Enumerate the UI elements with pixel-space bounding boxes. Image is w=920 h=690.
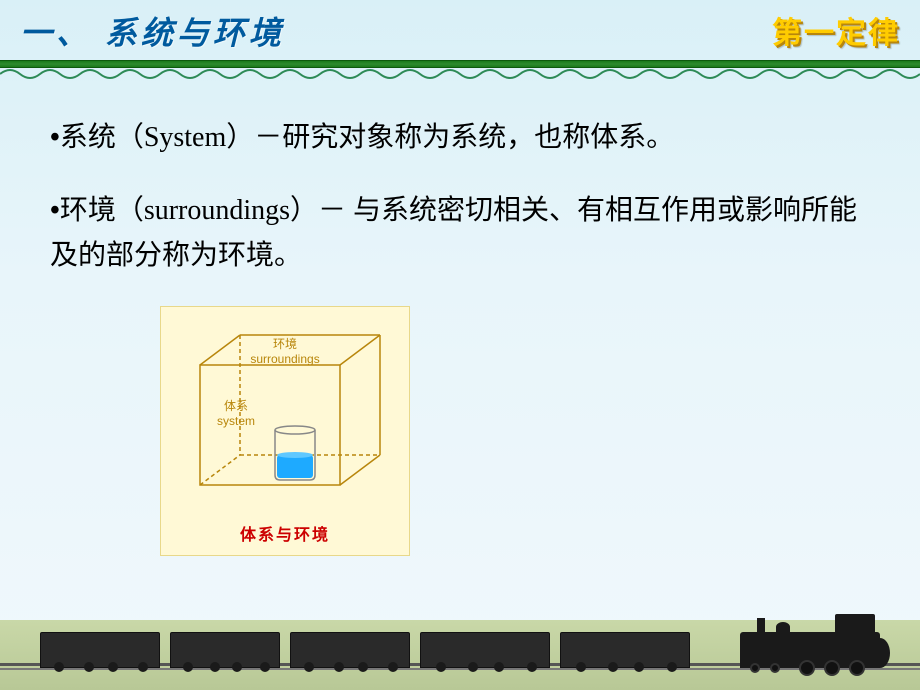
wheel-icon — [494, 662, 504, 672]
wheel-icon — [436, 662, 446, 672]
wheel-icon — [634, 662, 644, 672]
train-decoration — [40, 608, 880, 668]
loco-wheel-icon — [799, 660, 815, 676]
wheel-icon — [608, 662, 618, 672]
loco-wheel-icon — [849, 660, 865, 676]
bullet-surroundings: •环境（surroundings）－ 与系统密切相关、有相互作用或影响所能及的部… — [50, 189, 870, 279]
wheel-icon — [388, 662, 398, 672]
chimney-icon — [757, 618, 765, 632]
wheel-icon — [358, 662, 368, 672]
sys-label-en: system — [217, 414, 255, 428]
diagram-env-label: 环境 surroundings — [161, 337, 409, 366]
bullet-system: •系统（System）－研究对象称为系统，也称体系。 — [50, 116, 870, 161]
train-car — [290, 632, 410, 668]
train-car — [420, 632, 550, 668]
wheel-icon — [138, 662, 148, 672]
wheel-icon — [210, 662, 220, 672]
loco-wheel-icon — [824, 660, 840, 676]
loco-front — [870, 638, 890, 668]
wheel-icon — [304, 662, 314, 672]
section-title: 一、 系统与环境 — [20, 8, 285, 54]
locomotive — [730, 618, 880, 668]
diagram-caption: 体系与环境 — [240, 521, 330, 545]
steam-dome-icon — [776, 622, 790, 632]
diagram-sys-label: 体系 system — [201, 399, 271, 428]
sys-label-cn: 体系 — [224, 399, 248, 413]
system-definition: 系统（System）－研究对象称为系统，也称体系。 — [60, 122, 674, 153]
surroundings-definition: 环境（surroundings）－ 与系统密切相关、有相互作用或影响所能及的部分… — [50, 195, 857, 271]
train-car — [40, 632, 160, 668]
wheel-icon — [576, 662, 586, 672]
slide-content: •系统（System）－研究对象称为系统，也称体系。 •环境（surroundi… — [0, 86, 920, 556]
bullet-dot: • — [50, 195, 60, 226]
train-car — [170, 632, 280, 668]
wheel-icon — [468, 662, 478, 672]
system-environment-diagram: 环境 surroundings 体系 system 体系与环境 — [160, 306, 410, 556]
env-label-en: surroundings — [250, 352, 319, 366]
wheel-icon — [183, 662, 193, 672]
law-label: 第一定律 — [772, 8, 900, 52]
train-car — [560, 632, 690, 668]
loco-cab — [835, 614, 875, 632]
wheel-icon — [334, 662, 344, 672]
wheel-icon — [108, 662, 118, 672]
wave-decoration — [0, 66, 920, 86]
wheel-icon — [260, 662, 270, 672]
wheel-icon — [54, 662, 64, 672]
bullet-dot: • — [50, 122, 60, 153]
env-label-cn: 环境 — [273, 337, 297, 351]
wheel-icon — [232, 662, 242, 672]
slide-header: 一、 系统与环境 第一定律 — [0, 0, 920, 54]
wheel-icon — [527, 662, 537, 672]
loco-wheel-icon — [770, 663, 780, 673]
loco-wheel-icon — [750, 663, 760, 673]
wheel-icon — [84, 662, 94, 672]
wheel-icon — [667, 662, 677, 672]
